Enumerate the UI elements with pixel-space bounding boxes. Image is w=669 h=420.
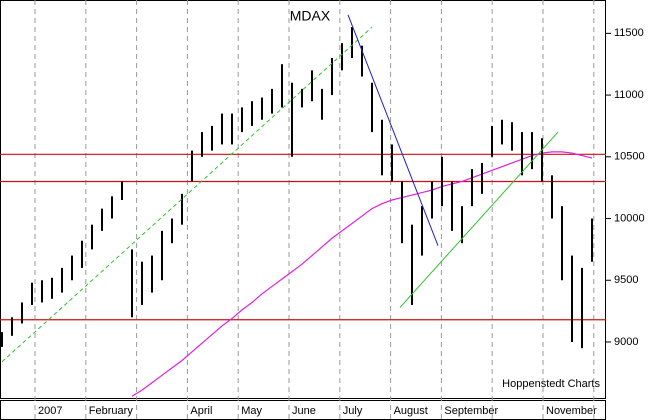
y-tick-label: 9500 — [614, 274, 638, 286]
trend-line — [1, 26, 373, 363]
moving-average — [131, 151, 593, 397]
y-tick-label: 10000 — [614, 212, 645, 224]
x-tick-label: April — [190, 405, 212, 417]
source-note: Hoppenstedt Charts — [502, 378, 600, 390]
x-tick-label: August — [394, 405, 428, 417]
plot-frame — [0, 0, 606, 399]
y-tick-label: 11500 — [614, 27, 644, 39]
x-tick-label: May — [241, 405, 262, 417]
x-tick-label: September — [444, 405, 498, 417]
chart-title: MDAX — [290, 8, 331, 24]
y-tick-label: 11000 — [614, 89, 644, 101]
x-tick-label: 2007 — [38, 405, 62, 417]
x-tick-label: February — [89, 405, 134, 417]
y-tick-label: 10500 — [614, 151, 645, 163]
y-tick-label: 9000 — [614, 336, 638, 348]
x-tick-label: November — [546, 405, 597, 417]
trend-line — [399, 131, 559, 308]
x-tick-label: June — [292, 405, 316, 417]
trend-line — [347, 14, 439, 246]
x-tick-label: July — [343, 405, 363, 417]
